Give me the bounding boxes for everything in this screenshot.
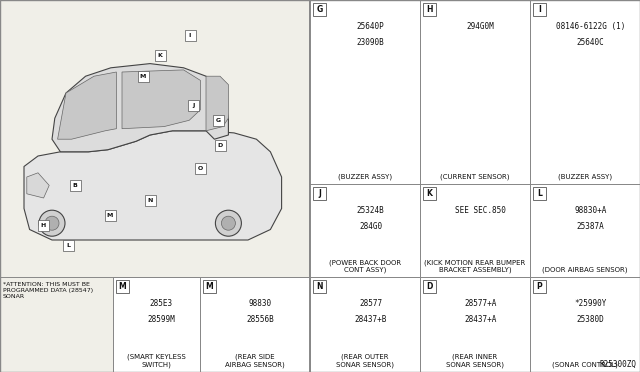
Text: N: N (316, 282, 323, 291)
Polygon shape (24, 131, 282, 240)
Text: K: K (157, 53, 163, 58)
Bar (113, 277, 200, 372)
Text: L: L (537, 189, 542, 198)
Bar (155, 50, 166, 61)
Text: M: M (205, 282, 213, 291)
Bar (38, 220, 49, 231)
Text: *25990Y: *25990Y (574, 299, 607, 308)
Circle shape (216, 210, 241, 236)
Text: D: D (218, 143, 223, 148)
Bar (185, 30, 196, 41)
Bar (215, 140, 226, 151)
Bar (533, 280, 546, 293)
Text: N: N (147, 198, 153, 203)
Text: I: I (189, 33, 191, 38)
Text: (REAR INNER
SONAR SENSOR): (REAR INNER SONAR SENSOR) (446, 354, 504, 368)
Polygon shape (122, 70, 200, 129)
Text: J: J (318, 189, 321, 198)
Circle shape (45, 216, 59, 230)
Bar (533, 3, 546, 16)
Bar (313, 280, 326, 293)
Text: 25640P: 25640P (356, 22, 385, 31)
Bar (116, 280, 129, 293)
Bar (423, 187, 436, 200)
Text: 28599M: 28599M (147, 315, 175, 324)
Bar (310, 277, 420, 372)
Text: P: P (536, 282, 542, 291)
Text: (KICK MOTION REAR BUMPER
BRACKET ASSEMBLY): (KICK MOTION REAR BUMPER BRACKET ASSEMBL… (424, 259, 525, 273)
Bar (420, 277, 530, 372)
Text: 25324B: 25324B (356, 206, 385, 215)
Text: (SMART KEYLESS
SWITCH): (SMART KEYLESS SWITCH) (127, 354, 186, 368)
Text: J: J (192, 103, 194, 108)
Text: I: I (538, 5, 541, 14)
Bar (195, 163, 206, 174)
Text: *ATTENTION: THIS MUST BE
PROGRAMMED DATA (28547)
SONAR: *ATTENTION: THIS MUST BE PROGRAMMED DATA… (3, 282, 93, 299)
Bar (313, 187, 326, 200)
Text: K: K (427, 189, 433, 198)
Polygon shape (52, 64, 228, 152)
Bar (533, 187, 546, 200)
Text: 28437+A: 28437+A (464, 315, 497, 324)
Text: (BUZZER ASSY): (BUZZER ASSY) (558, 173, 612, 180)
Text: 28577+A: 28577+A (464, 299, 497, 308)
Bar (145, 195, 156, 206)
Text: 285E3: 285E3 (149, 299, 172, 308)
Text: 28556B: 28556B (246, 315, 275, 324)
Bar (313, 3, 326, 16)
Text: O: O (197, 166, 203, 171)
Text: SEE SEC.850: SEE SEC.850 (455, 206, 506, 215)
Bar (200, 277, 310, 372)
Text: 28437+B: 28437+B (355, 315, 387, 324)
Bar (423, 3, 436, 16)
Text: H: H (426, 5, 433, 14)
Text: 25640C: 25640C (577, 38, 604, 47)
Bar (420, 184, 530, 277)
Bar (63, 240, 74, 251)
Circle shape (221, 216, 236, 230)
Text: 98830: 98830 (249, 299, 272, 308)
Text: (POWER BACK DOOR
CONT ASSY): (POWER BACK DOOR CONT ASSY) (329, 259, 401, 273)
Bar (420, 0, 530, 184)
Text: M: M (140, 74, 146, 79)
Text: (CURRENT SENSOR): (CURRENT SENSOR) (440, 173, 509, 180)
Text: 08146-6122G (1): 08146-6122G (1) (556, 22, 625, 31)
Bar (530, 277, 640, 372)
Text: G: G (216, 118, 221, 123)
Text: G: G (316, 5, 323, 14)
Text: (DOOR AIRBAG SENSOR): (DOOR AIRBAG SENSOR) (542, 266, 628, 273)
Text: L: L (66, 243, 70, 248)
Text: D: D (426, 282, 433, 291)
Text: 294G0M: 294G0M (467, 22, 494, 31)
Text: (REAR OUTER
SONAR SENSOR): (REAR OUTER SONAR SENSOR) (336, 354, 394, 368)
Circle shape (39, 210, 65, 236)
Text: 28577: 28577 (359, 299, 382, 308)
Bar (0, 0, 309, 277)
Text: (REAR SIDE
AIRBAG SENSOR): (REAR SIDE AIRBAG SENSOR) (225, 354, 285, 368)
Bar (310, 0, 420, 184)
Bar (213, 115, 224, 126)
Text: 25387A: 25387A (577, 222, 604, 231)
Text: M: M (118, 282, 126, 291)
Text: 25380D: 25380D (577, 315, 604, 324)
Text: 98830+A: 98830+A (574, 206, 607, 215)
Text: 284G0: 284G0 (359, 222, 382, 231)
Text: M: M (107, 213, 113, 218)
Bar (70, 180, 81, 191)
Text: 23090B: 23090B (356, 38, 385, 47)
Polygon shape (27, 173, 49, 198)
Text: (BUZZER ASSY): (BUZZER ASSY) (338, 173, 392, 180)
Bar (203, 280, 216, 293)
Polygon shape (58, 72, 116, 139)
Bar (530, 184, 640, 277)
Bar (530, 0, 640, 184)
Polygon shape (206, 76, 228, 131)
Text: R25300ZQ: R25300ZQ (600, 360, 637, 369)
Bar (188, 100, 199, 111)
Bar (138, 71, 149, 82)
Text: B: B (72, 183, 77, 188)
Bar (310, 184, 420, 277)
Bar (105, 210, 116, 221)
Text: (SONAR CONTROL): (SONAR CONTROL) (552, 362, 618, 368)
Bar (423, 280, 436, 293)
